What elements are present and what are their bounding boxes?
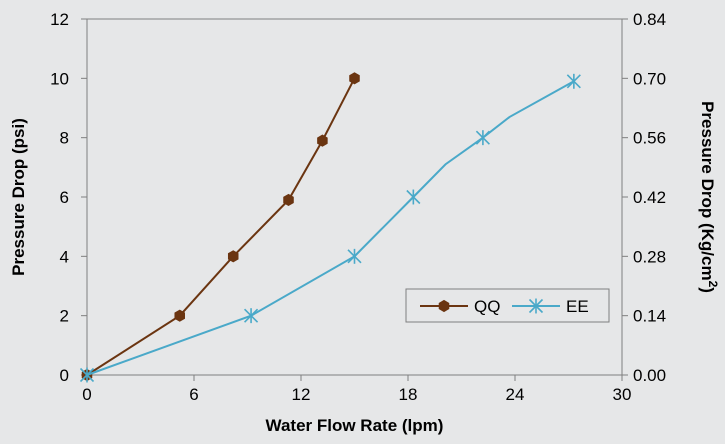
series-layer [79,72,581,383]
data-point-qq [174,309,185,322]
data-point-qq [227,250,239,263]
y2-axis-title: Pressure Drop (Kg/cm2) [698,101,720,293]
y-tick-label: 4 [60,247,69,266]
y2-axis-title-superscript: 2 [706,281,720,288]
y-tick-label: 8 [60,129,69,148]
legend-items: QQ EE [420,297,589,316]
x-axis-title: Water Flow Rate (lpm) [266,416,444,435]
y2-axis-title-close: ) [698,287,717,293]
data-point-ee [79,367,95,383]
legend-label: QQ [474,297,500,316]
y-tick-label: 10 [50,69,69,88]
y2-tick-label: 0.56 [633,129,666,148]
data-point-ee [475,130,490,146]
y2-tick-label: 0.42 [633,188,666,207]
data-point-qq [349,72,360,85]
series-line-ee [86,80,575,376]
y2-tick-label: 0.00 [633,366,666,385]
ticks: 0 6 12 18 24 300246810120.000.140.280.420.560… [50,10,666,404]
y2-tick-label: 0.28 [633,247,666,266]
legend-swatch-marker [528,298,544,314]
data-point-ee [406,189,421,205]
legend-label: EE [566,297,589,316]
legend: QQ EE [405,288,610,323]
x-tick-label: 12 [292,385,311,404]
data-point-ee [244,308,259,324]
y-tick-label: 0 [60,366,69,385]
y-tick-label: 12 [50,10,69,29]
series-qq [81,72,360,382]
series-ee [79,73,581,383]
data-point-qq [317,134,328,147]
y-tick-label: 2 [60,307,69,326]
legend-entry-ee: EE [512,297,589,316]
y-tick-label: 6 [60,188,69,207]
y2-tick-label: 0.14 [633,307,666,326]
x-tick-label: 6 [189,385,198,404]
legend-swatch-marker [438,299,450,313]
y2-axis-title-main: Pressure Drop (Kg/cm [698,101,717,281]
y2-tick-label: 0.70 [633,69,666,88]
x-tick-label: 18 [399,385,418,404]
x-tick-label: 0 [82,385,91,404]
y2-tick-label: 0.84 [633,10,666,29]
data-point-ee [566,73,581,89]
data-point-qq [283,193,294,207]
x-tick-label: 30 [613,385,632,404]
x-tick-label: 24 [506,385,525,404]
y-axis-title: Pressure Drop (psi) [9,118,28,276]
data-point-ee [347,248,362,264]
legend-entry-qq: QQ [420,297,500,316]
series-line-qq [86,77,356,376]
